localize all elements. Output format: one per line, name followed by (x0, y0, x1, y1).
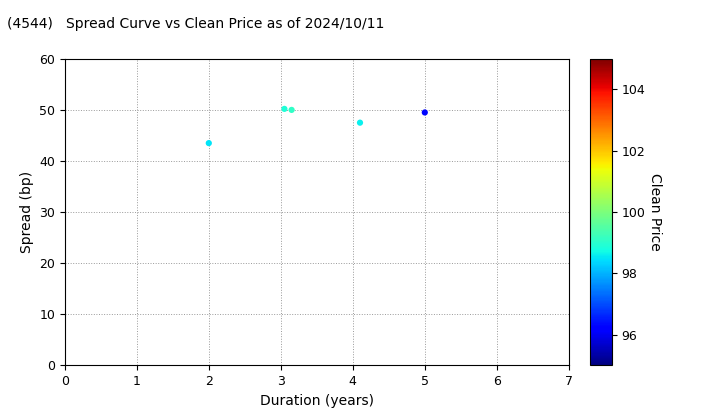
X-axis label: Duration (years): Duration (years) (260, 394, 374, 408)
Y-axis label: Spread (bp): Spread (bp) (19, 171, 34, 253)
Point (279, 105, 290, 112)
Y-axis label: Clean Price: Clean Price (648, 173, 662, 251)
Point (286, 107, 297, 113)
Text: (4544)   Spread Curve vs Clean Price as of 2024/10/11: (4544) Spread Curve vs Clean Price as of… (7, 17, 384, 31)
Point (419, 109, 431, 116)
Point (354, 119, 366, 126)
Point (203, 140, 215, 147)
